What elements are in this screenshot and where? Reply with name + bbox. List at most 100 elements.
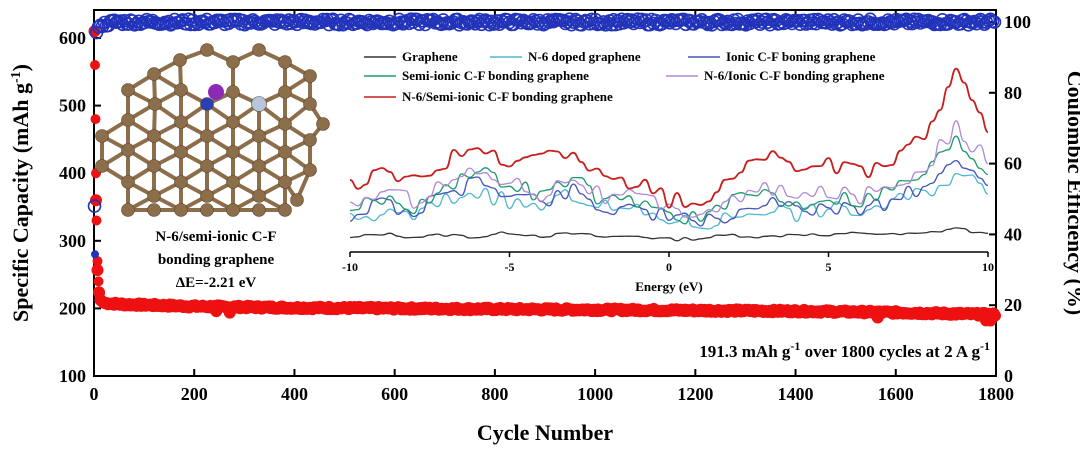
carbon-atom [303,97,317,111]
inset-legend: Graphene N-6 doped graphene Ionic C-F boni… [364,49,885,104]
capacity-outlier-point [91,250,99,259]
carbon-atom [200,129,214,143]
carbon-atom [200,189,214,203]
inset-x-tick-label: -5 [505,260,515,274]
x-tick-label: 600 [381,384,408,404]
carbon-atom [278,203,292,217]
carbon-atom [147,129,161,143]
carbon-atom [226,203,240,217]
ce-point [187,17,202,32]
carbon-atom [303,69,317,83]
carbon-atom [303,163,317,177]
legend-label: N-6/Semi-ionic C-F bonding graphene [402,89,613,104]
ce-point [452,17,467,32]
inset-x-tick-label: 5 [826,260,832,274]
carbon-atom [316,117,330,131]
carbon-atom [226,175,240,189]
x-tick-label: 1800 [978,384,1014,404]
y-right-tick-label: 0 [1004,366,1013,386]
y-left-tick-label: 600 [59,28,86,48]
inset-series-line [349,120,989,218]
dos-inset-chart: -10 -5 0 5 10 Energy (eV) Graphene N-6 doped … [342,49,994,294]
carbon-atom [95,129,109,143]
carbon-atom [121,203,135,217]
carbon-atom [278,85,292,99]
carbon-atom [252,159,266,173]
carbon-atom [121,83,135,97]
legend-label: Semi-ionic C-F bonding graphene [402,68,589,83]
capacity-point [90,60,100,70]
y-left-tick-label: 300 [59,231,86,251]
inset-series-line [349,67,989,209]
x-tick-label: 0 [90,384,99,404]
inset-series-line [349,159,989,227]
carbon-atom [278,145,292,159]
ce-point [666,13,681,28]
ce-point [226,14,240,29]
carbon-atom [174,145,188,159]
ce-point [719,17,733,31]
x-tick-label: 400 [281,384,308,404]
capacity-annotation: 191.3 mAh g-1 over 1800 cycles at 2 A g-… [699,339,990,361]
carbon-atom [147,189,161,203]
molecule-structure [95,43,330,217]
ce-point [692,14,707,29]
carbon-atom [147,203,161,217]
capacity-point [92,256,103,267]
y-left-tick-label: 200 [59,298,86,318]
y-right-axis-ticks: 0 20 40 60 80 100 [989,12,1031,386]
inset-series-line [349,135,989,225]
carbon-atom [303,133,317,147]
carbon-atom [121,175,135,189]
carbon-atom [226,55,240,69]
capacity-point [91,215,102,226]
carbon-atom [252,43,266,57]
y-right-tick-label: 80 [1004,83,1022,103]
inset-x-tick-label: -10 [342,260,358,274]
carbon-atom [200,203,214,217]
carbon-atom [226,115,240,129]
capacity-point [93,276,104,287]
carbon-atom [278,117,292,131]
y-right-tick-label: 100 [1004,12,1031,32]
carbon-atom [252,203,266,217]
coulombic-efficiency-series [87,12,1002,213]
carbon-atom [95,159,109,173]
legend-label: N-6 doped graphene [528,49,641,64]
carbon-atom [226,85,240,99]
x-axis-title: Cycle Number [477,420,613,445]
carbon-atom [278,175,292,189]
carbon-atom [174,175,188,189]
carbon-atom [200,159,214,173]
y-right-tick-label: 20 [1004,295,1022,315]
legend-label: Graphene [402,49,458,64]
y-left-tick-label: 500 [59,96,86,116]
carbon-atom [173,53,187,67]
inset-x-tick-label: 0 [666,260,672,274]
ce-point [396,16,411,31]
ce-point [87,199,102,213]
carbon-atom [147,159,161,173]
y-right-tick-label: 60 [1004,154,1022,174]
y-left-tick-label: 100 [59,366,86,386]
carbon-atom [200,43,214,57]
legend-label: Ionic C-F boning graphene [726,49,876,64]
ce-point [460,17,475,31]
inset-x-axis-title: Energy (eV) [635,279,703,294]
carbon-atom [147,67,161,81]
carbon-atom [252,189,266,203]
ce-point [155,16,170,31]
nitrogen-atom [200,97,214,111]
fluorine-atom [251,96,267,112]
ce-point [979,15,994,30]
x-tick-label: 1600 [878,384,914,404]
x-tick-label: 1400 [778,384,814,404]
capacity-point [91,264,104,277]
molecule-label-line2: bonding graphene [158,252,275,268]
ce-point [987,15,1002,29]
x-axis-ticks: 0 200 400 600 800 1000 1200 1400 1600 1800 [90,10,1014,404]
carbon-atom [252,129,266,143]
carbon-atom [121,143,135,157]
ce-point [983,12,998,27]
